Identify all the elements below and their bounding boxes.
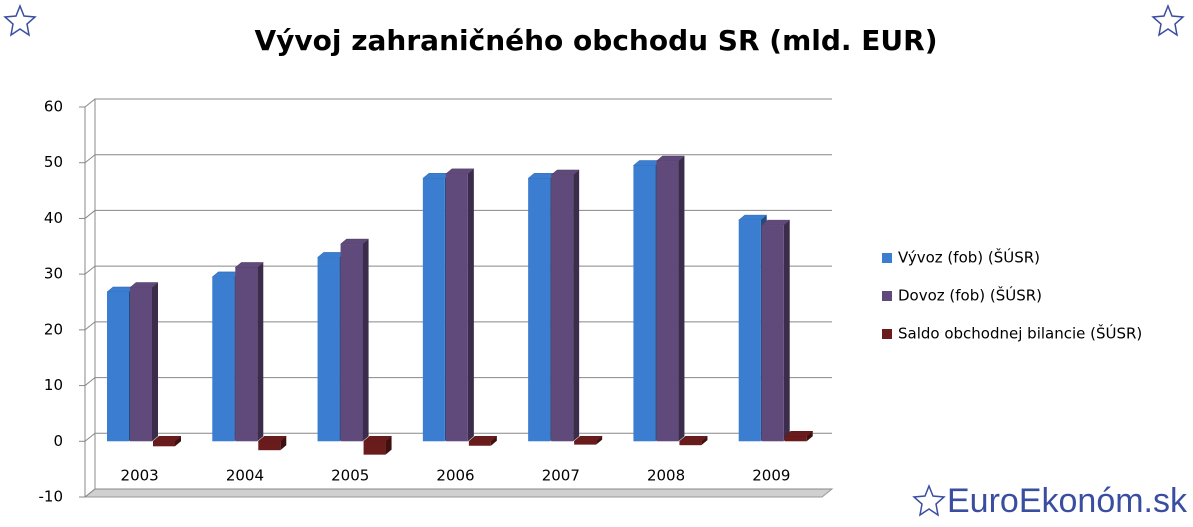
bar (153, 441, 175, 447)
x-tick-label: 2004 (226, 467, 264, 485)
y-tick-label: 0 (53, 432, 63, 450)
star-icon (3, 3, 37, 37)
grid-line (84, 377, 832, 386)
bar (551, 174, 574, 442)
bar-side (152, 282, 158, 442)
bar (784, 436, 807, 442)
x-tick-label: 2007 (542, 467, 580, 485)
bar (445, 173, 468, 442)
y-tick-label: 40 (44, 209, 63, 227)
grid-line (84, 432, 832, 442)
bar (738, 220, 761, 442)
bar-side (257, 262, 264, 442)
legend-label: Vývoz (fob) (ŠÚSR) (898, 248, 1040, 267)
bar-side (490, 436, 497, 446)
brand: EuroEkonóm.sk (947, 482, 1188, 520)
bar (212, 276, 235, 442)
y-tick-label: -10 (39, 488, 64, 506)
bar (258, 441, 281, 451)
bar (468, 441, 491, 446)
legend-label: Saldo obchodnej bilancie (ŠÚSR) (898, 324, 1142, 343)
floor (83, 488, 834, 498)
legend-swatch (882, 291, 892, 301)
bar (633, 165, 656, 442)
bar-side (385, 436, 392, 455)
grid-line (84, 154, 832, 164)
x-tick-label: 2009 (752, 467, 790, 485)
bar (656, 161, 679, 442)
bar-side (175, 436, 181, 447)
legend-swatch (882, 329, 892, 339)
bar (761, 225, 784, 442)
bar (130, 287, 152, 442)
y-tick-label: 20 (44, 320, 63, 338)
bar (528, 178, 551, 442)
bar (340, 244, 363, 442)
bar (679, 441, 702, 446)
star-icon (912, 483, 946, 517)
bar (235, 267, 258, 442)
grid-line (84, 209, 832, 219)
bar-side (467, 168, 474, 442)
bar-side (280, 436, 287, 451)
bar (363, 441, 386, 455)
y-tick-label: 50 (44, 153, 63, 171)
bar-side (806, 431, 813, 442)
bar (422, 178, 445, 442)
star-icon (1151, 3, 1185, 37)
bar (107, 291, 129, 442)
bar (317, 257, 340, 442)
grid-line (84, 265, 832, 275)
grid-line (84, 321, 832, 331)
bar-side (573, 169, 580, 442)
x-tick-label: 2008 (647, 467, 685, 485)
legend-label: Dovoz (fob) (ŠÚSR) (898, 286, 1042, 305)
y-tick-label: 30 (44, 265, 63, 283)
x-tick-label: 2003 (121, 467, 159, 485)
y-tick-label: 10 (44, 376, 63, 394)
bar (574, 441, 597, 445)
x-tick-label: 2005 (331, 467, 369, 485)
bar-side (678, 156, 685, 442)
grid-line (84, 488, 832, 498)
y-tick-label: 60 (44, 98, 63, 116)
legend-swatch (882, 253, 892, 263)
x-tick-label: 2006 (436, 467, 474, 485)
bar-side (701, 436, 708, 446)
bar-side (596, 436, 603, 445)
bar-side (783, 220, 790, 442)
bar-side (362, 239, 369, 442)
grid-line (84, 98, 832, 108)
chart-title: Vývoj zahraničného obchodu SR (mld. EUR) (254, 24, 937, 57)
